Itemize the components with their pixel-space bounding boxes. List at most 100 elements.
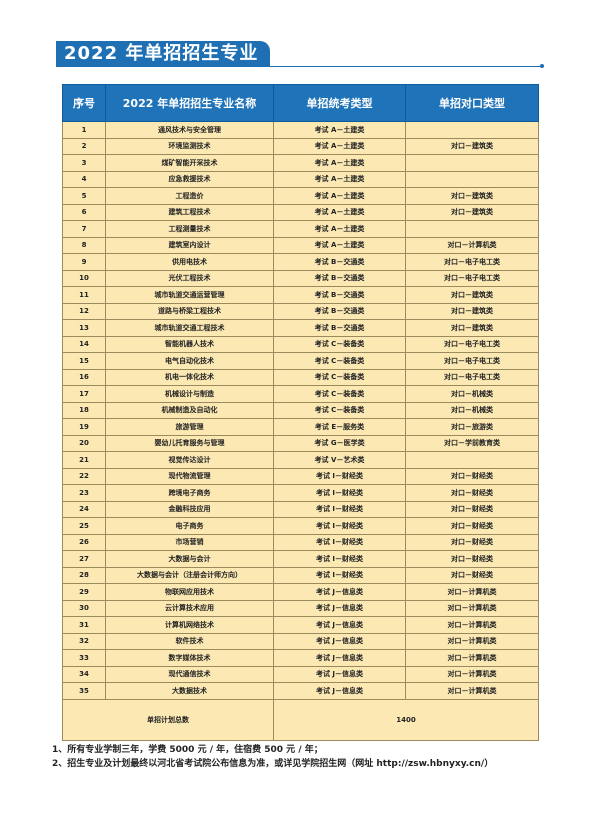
table-row: 18 机械制造及自动化 考试 C－装备类 对口－机械类 [62,401,539,419]
cell-exam-type: 考试 C－装备类 [273,368,406,386]
cell-counterpart-type [405,121,539,139]
cell-counterpart-type: 对口－电子电工类 [405,253,539,271]
table-row: 20 婴幼儿托育服务与管理 考试 G－医学类 对口－学前教育类 [62,434,539,452]
cell-counterpart-type: 对口－财经类 [405,533,539,551]
cell-major: 应急救援技术 [105,170,274,188]
cell-counterpart-type: 对口－机械类 [405,401,539,419]
cell-counterpart-type: 对口－学前教育类 [405,434,539,452]
cell-major: 旅游管理 [105,418,274,436]
cell-index: 16 [62,368,106,386]
cell-index: 7 [62,220,106,238]
table-row: 13 城市轨道交通工程技术 考试 B－交通类 对口－建筑类 [62,319,539,337]
cell-major: 机械制造及自动化 [105,401,274,419]
total-value: 1400 [273,698,539,741]
cell-exam-type: 考试 C－装备类 [273,401,406,419]
page-title: 2022 年单招招生专业 [56,41,270,67]
cell-exam-type: 考试 C－装备类 [273,385,406,403]
table-row: 26 市场营销 考试 I－财经类 对口－财经类 [62,533,539,551]
cell-exam-type: 考试 G－医学类 [273,434,406,452]
table-row: 12 道路与桥梁工程技术 考试 B－交通类 对口－建筑类 [62,302,539,320]
majors-table: 序号 2022 年单招招生专业名称 单招统考类型 单招对口类型 1 通风技术与安全… [62,84,539,741]
cell-exam-type: 考试 J－信息类 [273,599,406,617]
cell-index: 1 [62,121,106,139]
cell-major: 计算机网络技术 [105,616,274,634]
table-row: 22 现代物流管理 考试 I－财经类 对口－财经类 [62,467,539,485]
table-row: 30 云计算技术应用 考试 J－信息类 对口－计算机类 [62,599,539,617]
cell-counterpart-type: 对口－建筑类 [405,286,539,304]
cell-exam-type: 考试 A－土建类 [273,170,406,188]
cell-counterpart-type: 对口－电子电工类 [405,352,539,370]
cell-major: 现代物流管理 [105,467,274,485]
cell-index: 22 [62,467,106,485]
table-row: 3 煤矿智能开采技术 考试 A－土建类 [62,154,539,172]
cell-counterpart-type: 对口－财经类 [405,467,539,485]
cell-index: 31 [62,616,106,634]
cell-index: 2 [62,137,106,155]
cell-index: 35 [62,682,106,700]
cell-major: 城市轨道交通运营管理 [105,286,274,304]
cell-exam-type: 考试 A－土建类 [273,154,406,172]
cell-index: 34 [62,665,106,683]
cell-major: 环境监测技术 [105,137,274,155]
cell-major: 光伏工程技术 [105,269,274,287]
table-row: 31 计算机网络技术 考试 J－信息类 对口－计算机类 [62,616,539,634]
cell-exam-type: 考试 B－交通类 [273,253,406,271]
cell-counterpart-type: 对口－计算机类 [405,599,539,617]
cell-major: 数字媒体技术 [105,649,274,667]
cell-index: 19 [62,418,106,436]
table-header: 序号 2022 年单招招生专业名称 单招统考类型 单招对口类型 [62,84,539,122]
cell-major: 大数据与会计 [105,550,274,568]
cell-major: 电子商务 [105,517,274,535]
cell-major: 工程测量技术 [105,220,274,238]
table-row: 19 旅游管理 考试 E－服务类 对口－旅游类 [62,418,539,436]
cell-exam-type: 考试 J－信息类 [273,616,406,634]
cell-major: 通风技术与安全管理 [105,121,274,139]
cell-major: 大数据与会计（注册会计师方向） [105,566,274,584]
cell-major: 煤矿智能开采技术 [105,154,274,172]
cell-counterpart-type: 对口－计算机类 [405,649,539,667]
cell-exam-type: 考试 B－交通类 [273,269,406,287]
cell-major: 工程造价 [105,187,274,205]
cell-index: 8 [62,236,106,254]
cell-exam-type: 考试 A－土建类 [273,236,406,254]
table-row: 29 物联网应用技术 考试 J－信息类 对口－计算机类 [62,583,539,601]
cell-counterpart-type: 对口－财经类 [405,500,539,518]
cell-major: 婴幼儿托育服务与管理 [105,434,274,452]
table-row: 33 数字媒体技术 考试 J－信息类 对口－计算机类 [62,649,539,667]
cell-exam-type: 考试 J－信息类 [273,583,406,601]
table-row: 32 软件技术 考试 J－信息类 对口－计算机类 [62,632,539,650]
cell-counterpart-type: 对口－电子电工类 [405,368,539,386]
cell-index: 10 [62,269,106,287]
cell-counterpart-type [405,170,539,188]
table-row: 7 工程测量技术 考试 A－土建类 [62,220,539,238]
cell-counterpart-type: 对口－计算机类 [405,632,539,650]
note: 2、招生专业及计划最终以河北省考试院公布信息为准，或详见学院招生网（网址 htt… [52,759,494,769]
table-row: 23 跨境电子商务 考试 I－财经类 对口－财经类 [62,484,539,502]
cell-index: 11 [62,286,106,304]
cell-index: 24 [62,500,106,518]
cell-index: 21 [62,451,106,469]
cell-major: 大数据技术 [105,682,274,700]
cell-index: 5 [62,187,106,205]
cell-major: 跨境电子商务 [105,484,274,502]
cell-exam-type: 考试 A－土建类 [273,203,406,221]
cell-index: 33 [62,649,106,667]
table-row: 4 应急救援技术 考试 A－土建类 [62,170,539,188]
cell-major: 城市轨道交通工程技术 [105,319,274,337]
table-row: 9 供用电技术 考试 B－交通类 对口－电子电工类 [62,253,539,271]
total-row: 单招计划总数 1400 [62,698,539,741]
cell-counterpart-type: 对口－建筑类 [405,302,539,320]
table-row: 16 机电一体化技术 考试 C－装备类 对口－电子电工类 [62,368,539,386]
cell-index: 25 [62,517,106,535]
cell-counterpart-type: 对口－计算机类 [405,616,539,634]
cell-index: 32 [62,632,106,650]
cell-exam-type: 考试 I－财经类 [273,566,406,584]
cell-counterpart-type: 对口－建筑类 [405,187,539,205]
cell-exam-type: 考试 I－财经类 [273,517,406,535]
cell-index: 30 [62,599,106,617]
cell-index: 20 [62,434,106,452]
cell-counterpart-type [405,154,539,172]
cell-exam-type: 考试 C－装备类 [273,335,406,353]
cell-index: 28 [62,566,106,584]
cell-index: 18 [62,401,106,419]
